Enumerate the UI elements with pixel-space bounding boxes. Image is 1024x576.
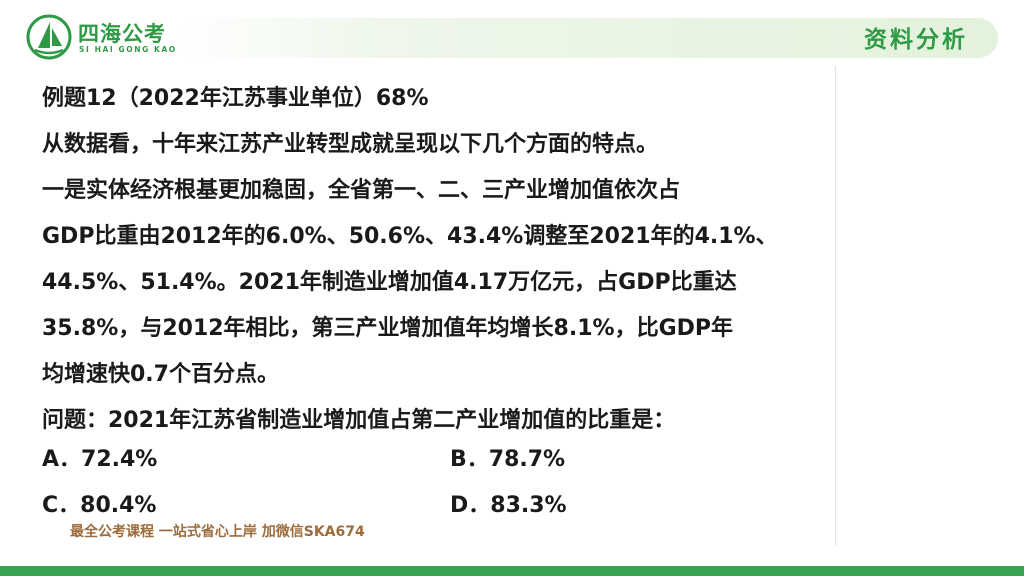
passage-line: 从数据看，十年来江苏产业转型成就呈现以下几个方面的特点。: [42, 132, 659, 157]
header: 四海公考 SI HAI GONG KAO 资料分析: [0, 0, 1024, 72]
logo-title: 四海公考: [78, 22, 166, 46]
header-banner: [176, 18, 998, 58]
logo: 四海公考 SI HAI GONG KAO: [26, 14, 176, 60]
passage-line: 35.8%，与2012年相比，第三产业增加值年均增长8.1%，比GDP年: [42, 316, 734, 341]
sail-logo-icon: [26, 14, 72, 60]
footer-bar: [0, 566, 1024, 576]
passage-line: 44.5%、51.4%。2021年制造业增加值4.17万亿元，占GDP比重达: [42, 270, 737, 295]
watermark-text: 最全公考课程 一站式省心上岸 加微信SKA674: [70, 524, 365, 540]
section-tag: 资料分析: [864, 27, 968, 53]
passage-line: GDP比重由2012年的6.0%、50.6%、43.4%调整至2021年的4.1…: [42, 224, 778, 249]
option-a[interactable]: A．72.4%: [42, 447, 158, 472]
logo-subtitle: SI HAI GONG KAO: [79, 45, 177, 54]
question-text: 问题：2021年江苏省制造业增加值占第二产业增加值的比重是：: [42, 408, 676, 433]
passage-line: 均增速快0.7个百分点。: [42, 362, 279, 387]
passage: 例题12（2022年江苏事业单位）68% 从数据看，十年来江苏产业转型成就呈现以…: [42, 76, 842, 444]
passage-line: 一是实体经济根基更加稳固，全省第一、二、三产业增加值依次占: [42, 178, 681, 203]
question-heading: 例题12（2022年江苏事业单位）68%: [42, 86, 429, 111]
option-b[interactable]: B．78.7%: [450, 447, 566, 472]
option-d[interactable]: D．83.3%: [450, 493, 567, 518]
option-c[interactable]: C．80.4%: [42, 493, 157, 518]
divider-line: [835, 66, 836, 546]
